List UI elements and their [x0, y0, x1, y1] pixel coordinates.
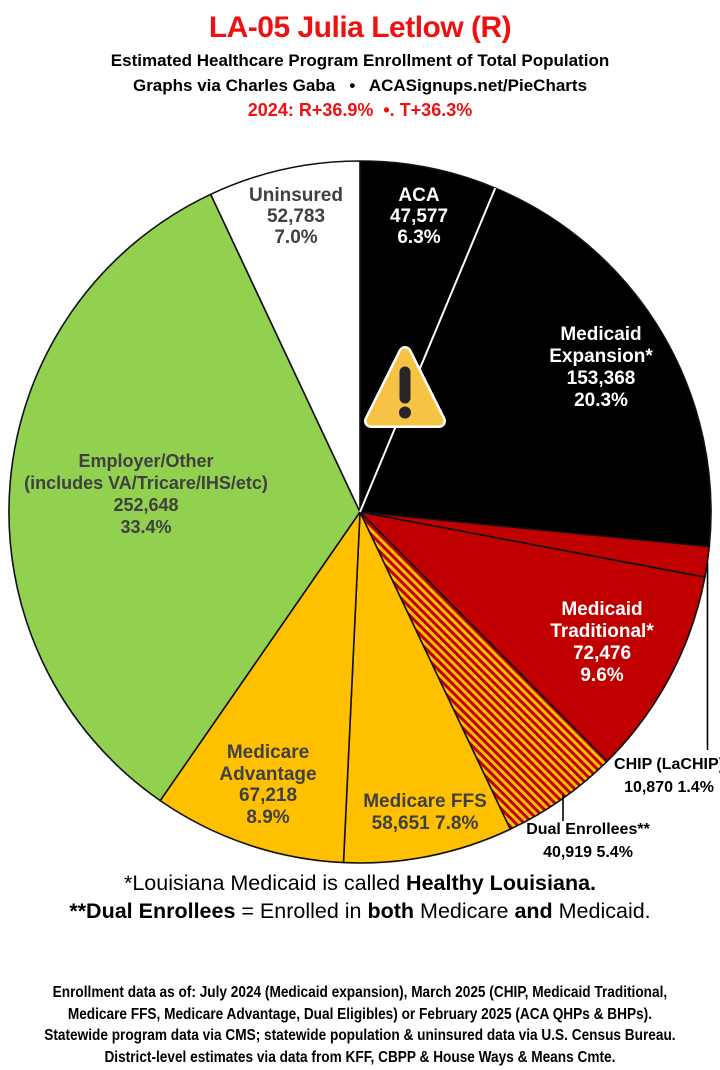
- page-title: LA-05 Julia Letlow (R): [208, 11, 512, 44]
- pie-slice-medicare-ffs: [342, 511, 512, 864]
- pie-slice-employer-other: [8, 193, 361, 802]
- data-sources-footer: Enrollment data as of: July 2024 (Medica…: [0, 982, 720, 1068]
- partisan-lean-line: 2024: R+36.9% •. T+36.3%: [247, 100, 473, 120]
- credit-line: Graphs via Charles Gaba • ACASignups.net…: [132, 76, 588, 95]
- footnotes: *Louisiana Medicaid is called Healthy Lo…: [0, 869, 720, 925]
- footnote-line: *Louisiana Medicaid is called Healthy Lo…: [123, 871, 597, 895]
- warning-icon: [364, 346, 446, 428]
- footer-line: District-level estimates via data from K…: [104, 1048, 616, 1066]
- footer-line: Statewide program data via CMS; statewid…: [44, 1027, 676, 1044]
- pie-slice-uninsured: [209, 160, 361, 513]
- pie-slice-medicaid-traditional: [359, 511, 706, 762]
- aca-expansion-divider-line: [359, 187, 497, 513]
- pie-slice-medicaid-expansion: [359, 187, 712, 548]
- footnote-line: **Dual Enrollees = Enrolled in both Medi…: [69, 899, 651, 923]
- subtitle: Estimated Healthcare Program Enrollment …: [110, 51, 610, 70]
- footer-line: Enrollment data as of: July 2024 (Medica…: [52, 984, 668, 1001]
- pie-slice-medicare-advantage: [159, 511, 361, 864]
- footer-line: Medicare FFS, Medicare Advantage, Dual E…: [67, 1005, 652, 1023]
